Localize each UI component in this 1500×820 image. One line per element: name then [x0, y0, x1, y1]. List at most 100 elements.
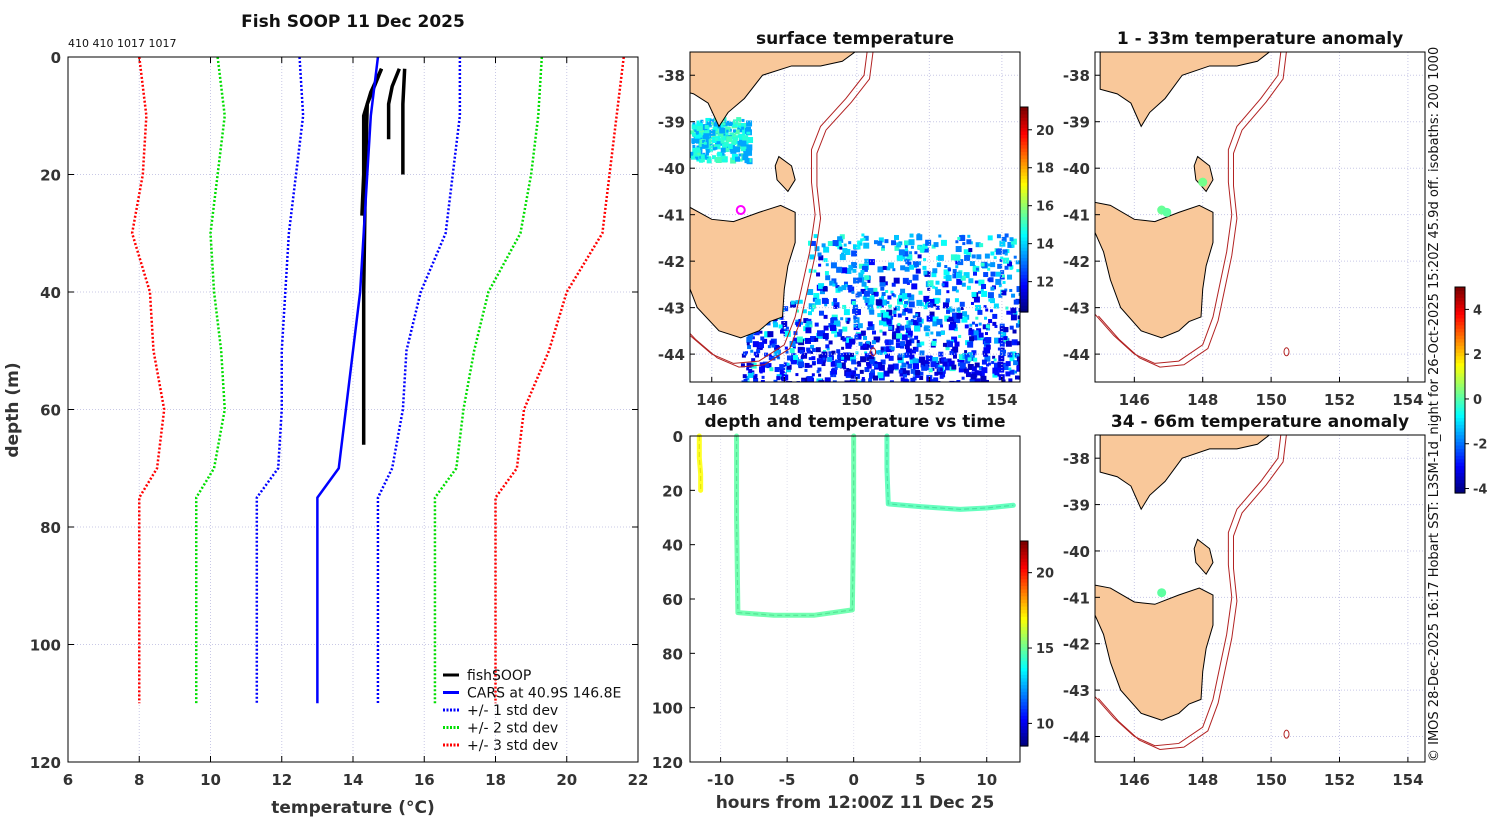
tasmania-land [1095, 584, 1214, 721]
sst-pixel [808, 303, 815, 310]
x-tick-label: 10 [976, 771, 997, 789]
sst-pixel [999, 258, 1003, 262]
mainland-land [1099, 435, 1270, 511]
colorbar-tick-label: -4 [1473, 483, 1487, 498]
sst-pixel [910, 318, 914, 322]
sst-pixel [1001, 274, 1005, 278]
sst-pixel [842, 326, 848, 332]
sst-pixel [1011, 244, 1015, 248]
sst-pixel [873, 240, 878, 245]
y-tick-label: 60 [40, 402, 61, 420]
sst-pixel [746, 336, 753, 343]
sst-pixel [962, 242, 966, 246]
map-content [690, 52, 1020, 390]
sst-pixel [703, 133, 710, 140]
sst-pixel [768, 353, 772, 357]
sst-pixel [791, 385, 795, 389]
sst-pixel [717, 151, 723, 157]
sst-pixel [796, 384, 800, 388]
colorbar-segment [1020, 124, 1028, 129]
sst-pixel [766, 363, 772, 369]
sst-pixel [741, 380, 747, 382]
sst-pixel [899, 298, 903, 302]
sst-pixel [957, 359, 961, 363]
isobath-200m [1095, 52, 1282, 364]
sst-pixel [853, 317, 860, 324]
sst-pixel [912, 358, 919, 365]
y-tick-label: 100 [652, 700, 683, 718]
sst-pixel [904, 240, 910, 246]
sst-pixel [766, 321, 771, 326]
sst-pixel [725, 120, 731, 126]
y-tick-label: -43 [1063, 682, 1090, 700]
sst-pixel [919, 375, 924, 380]
sst-pixel [806, 349, 811, 354]
sst-pixel [915, 268, 921, 274]
sst-pixel [867, 386, 871, 390]
sst-pixel [713, 126, 718, 131]
sst-pixel [931, 385, 934, 388]
sst-pixel [841, 346, 845, 350]
sst-pixel [925, 355, 932, 362]
sst-pixel [818, 373, 822, 377]
sst-pixel [883, 370, 890, 377]
sst-pixel [983, 347, 990, 354]
sst-pixel [969, 323, 973, 327]
sst-pixel [714, 146, 718, 150]
sst-pixel [963, 272, 970, 279]
sst-pixel [968, 248, 973, 253]
sst-pixel [945, 346, 950, 351]
sst-pixel [841, 383, 847, 389]
sst-pixel [989, 309, 993, 313]
sst-pixel [700, 158, 705, 163]
sst-pixel [839, 246, 843, 250]
sst-pixel [1007, 274, 1013, 280]
sst-pixel [785, 326, 789, 330]
sst-pixel [854, 309, 861, 316]
sst-pixel [923, 270, 928, 275]
sst-pixel [1000, 270, 1005, 275]
sst-pixel [940, 383, 946, 389]
sst-pixel [967, 352, 973, 358]
colorbar-tick-label: 20 [1036, 124, 1054, 139]
sst-pixel [843, 281, 848, 286]
sst-pixel [998, 284, 1002, 288]
colorbar-segment [1455, 376, 1465, 381]
sst-pixel [868, 324, 875, 331]
colorbar-segment [1020, 305, 1028, 310]
sst-pixel [971, 334, 978, 341]
y-tick-label: 0 [673, 428, 683, 446]
sst-pixel [980, 262, 985, 267]
colorbar-segment [1455, 290, 1465, 295]
sst-pixel [950, 254, 957, 261]
sst-pixel [891, 282, 896, 287]
sst-pixel [907, 363, 913, 369]
sst-pixel [729, 146, 736, 153]
sst-pixel [978, 332, 984, 338]
sst-pixel [933, 303, 937, 307]
sst-pixel [774, 344, 780, 350]
colorbar-segment [1020, 288, 1028, 293]
colorbar-segment [1455, 424, 1465, 429]
sst-pixel [1007, 241, 1014, 248]
sst-pixel [933, 242, 939, 248]
sst-pixel [810, 308, 814, 312]
sst-pixel [956, 278, 963, 285]
sst-pixel [833, 298, 838, 303]
y-tick-label: -40 [1063, 160, 1090, 178]
sst-pixel [843, 366, 847, 370]
sst-pixel [1002, 280, 1006, 284]
sst-pixel [854, 373, 860, 379]
sst-pixel [886, 346, 893, 353]
sst-pixel [979, 366, 984, 371]
colorbar-segment [1455, 462, 1465, 467]
sst-pixel [879, 276, 886, 283]
colorbar-segment [1455, 417, 1465, 422]
sst-pixel [867, 321, 873, 327]
sst-pixel [961, 316, 968, 323]
sst-pixel [945, 274, 952, 281]
sst-pixel [905, 317, 909, 321]
y-tick-label: 80 [40, 519, 61, 537]
sst-pixel [944, 265, 948, 269]
map-title: 1 - 33m temperature anomaly [1117, 29, 1403, 49]
